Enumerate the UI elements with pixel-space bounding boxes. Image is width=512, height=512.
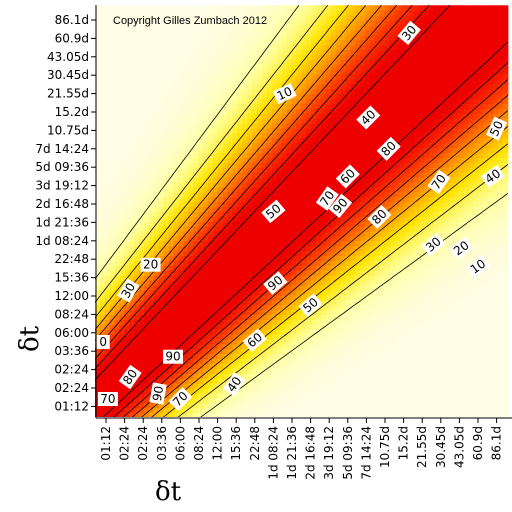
y-tick-label: 86.1d <box>55 13 89 27</box>
x-tick-label: 21.55d <box>415 426 429 468</box>
y-tick-label: 5d 09:36 <box>35 160 89 174</box>
y-tick-label: 02:24 <box>54 381 89 395</box>
y-tick-label: 2d 16:48 <box>35 197 89 211</box>
x-tick-label: 1d 21:36 <box>285 426 299 480</box>
x-tick-label: 12:00 <box>211 426 225 461</box>
contour-label: 10 <box>272 83 297 105</box>
y-tick-label: 22:48 <box>54 252 89 266</box>
y-tick-label: 3d 19:12 <box>35 179 89 193</box>
contour-line-90 <box>95 5 509 417</box>
y-tick-label: 08:24 <box>54 307 89 321</box>
heatmap-surface <box>95 5 509 417</box>
y-tick-label: 1d 08:24 <box>35 234 89 248</box>
x-tick-label: 02:24 <box>136 426 150 461</box>
y-tick-label: 06:00 <box>54 326 89 340</box>
y-tick-label: 15:36 <box>54 271 89 285</box>
x-tick-label: 22:48 <box>248 426 262 461</box>
x-tick-label: 08:24 <box>192 426 206 461</box>
copyright-annotation: Copyright Gilles Zumbach 2012 <box>113 15 267 27</box>
y-axis-title: δt <box>15 325 45 352</box>
y-tick-label: 02:24 <box>54 363 89 377</box>
x-tick-label: 5d 09:36 <box>341 426 355 480</box>
x-tick-label: 1d 08:24 <box>266 426 280 480</box>
x-axis-title: δt <box>155 477 182 507</box>
y-tick-label: 03:36 <box>54 344 89 358</box>
x-tick-label: 02:24 <box>118 426 132 461</box>
x-tick-label: 30.45d <box>434 426 448 468</box>
contour-label: 70 <box>97 392 118 406</box>
x-tick-label: 15:36 <box>229 426 243 461</box>
x-tick-label: 60.9d <box>471 426 485 460</box>
contour-label: 50 <box>486 116 508 141</box>
y-tick-label: 21.55d <box>47 87 89 101</box>
x-tick-label: 03:36 <box>155 426 169 461</box>
x-tick-label: 43.05d <box>452 426 466 468</box>
y-tick-label: 12:00 <box>54 289 89 303</box>
contour-line-80 <box>95 5 509 417</box>
y-tick-label: 01:12 <box>54 399 89 413</box>
x-tick-label: 3d 19:12 <box>322 426 336 480</box>
x-tick-label: 10.75d <box>378 426 392 468</box>
x-tick-label: 2d 16:48 <box>304 426 318 480</box>
y-tick-label: 60.9d <box>55 31 89 45</box>
contour-lines <box>95 5 509 417</box>
y-tick-label: 7d 14:24 <box>35 142 89 156</box>
x-tick-label: 06:00 <box>173 426 187 461</box>
y-tick-label: 1d 21:36 <box>35 215 89 229</box>
y-tick-label: 15.2d <box>55 105 89 119</box>
x-axis: 01:12 02:24 02:24 03:36 06:00 08:24 12:00 15:36… <box>96 417 512 480</box>
x-tick-label: 7d 14:24 <box>359 426 373 480</box>
contour-line-70 <box>95 5 509 417</box>
y-tick-label: 43.05d <box>47 50 89 64</box>
x-tick-label: 01:12 <box>99 426 113 461</box>
y-tick-label: 30.45d <box>47 68 89 82</box>
y-axis: 86.1d 60.9d 43.05d 30.45d 21.55d 15.2d 10.75d 7… <box>35 5 97 418</box>
contour-label: 0 <box>96 335 110 349</box>
y-tick-label: 10.75d <box>47 123 89 137</box>
x-tick-label: 15.2d <box>397 426 411 460</box>
contour-label: 90 <box>149 382 167 405</box>
contour-label: 20 <box>140 257 161 272</box>
x-tick-label: 86.1d <box>490 426 504 460</box>
contour-label: 30 <box>117 278 140 303</box>
contour-label: 90 <box>163 349 183 364</box>
